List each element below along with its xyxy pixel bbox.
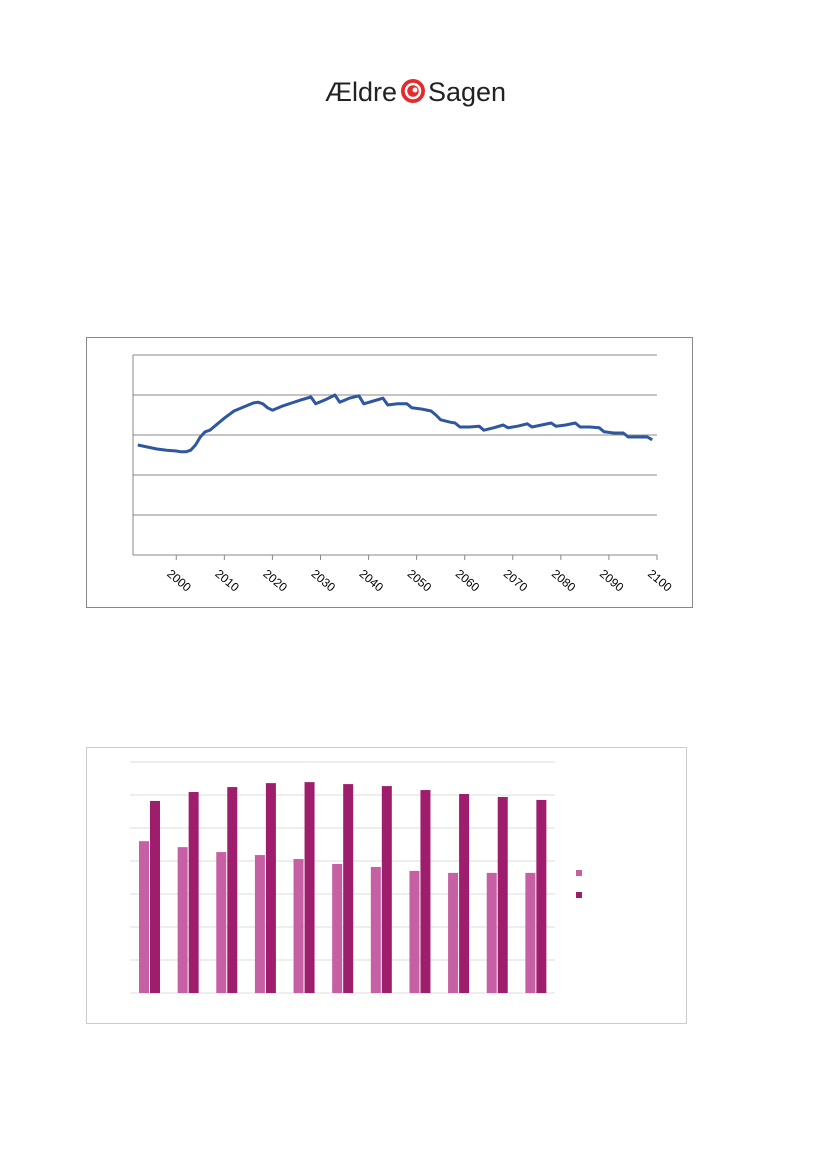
- bar: [304, 782, 315, 993]
- bar: [370, 866, 381, 993]
- bar: [150, 800, 160, 993]
- bar: [177, 847, 188, 993]
- chart-frame: [86, 747, 687, 1024]
- chart-frame: [86, 337, 693, 608]
- bar: [254, 855, 265, 993]
- logo-swirl: [401, 79, 425, 103]
- bar: [343, 784, 354, 993]
- logo-right: Sagen: [428, 77, 506, 107]
- bar: [459, 794, 470, 993]
- bar: [486, 872, 497, 993]
- bar: [448, 872, 459, 993]
- bar: [409, 870, 420, 993]
- legend-marker: [576, 870, 582, 876]
- line-series: [137, 393, 653, 454]
- bar: [381, 786, 392, 993]
- legend-marker: [576, 892, 582, 898]
- bar: [332, 863, 343, 993]
- bar: [188, 792, 199, 993]
- bar: [525, 872, 536, 993]
- bar: [227, 787, 238, 993]
- bar: [265, 783, 276, 993]
- bar: [293, 859, 304, 993]
- bar: [420, 790, 431, 993]
- bar: [497, 796, 508, 993]
- bar: [216, 852, 227, 993]
- bar: [139, 841, 149, 993]
- bar: [536, 799, 547, 993]
- logo-left: Ældre: [325, 77, 397, 107]
